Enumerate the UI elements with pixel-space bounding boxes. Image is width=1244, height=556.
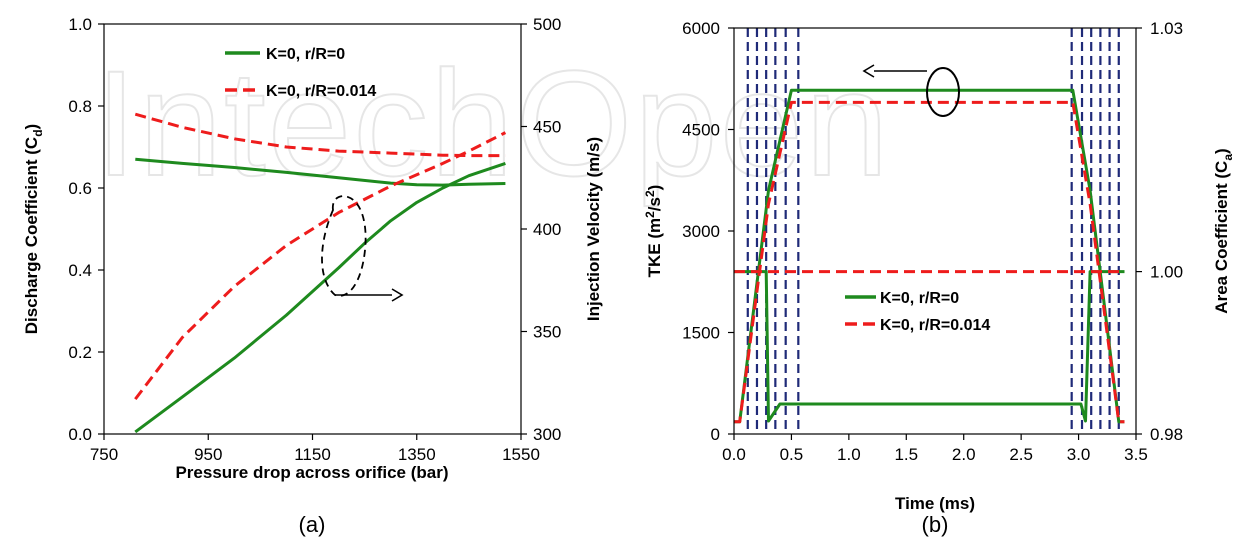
chart-b-xtick-label-4: 2.0 xyxy=(952,445,976,464)
legend-b-label-2: K=0, r/R=0.014 xyxy=(880,317,990,334)
chart-b-xlabel: Time (ms) xyxy=(895,494,975,513)
chart-a-y2tick-label-4: 500 xyxy=(533,15,561,34)
legend-b-label-1: K=0, r/R=0 xyxy=(880,290,959,307)
chart-a-xtick-label-2: 1150 xyxy=(294,445,331,464)
chart-a-y2tick-label-2: 400 xyxy=(533,220,561,239)
chart-a-ytick-label-3: 0.6 xyxy=(68,179,92,198)
chart-b-ylabel: TKE (m2/s2) xyxy=(643,185,664,278)
chart-a-xtick-label-4: 1550 xyxy=(502,445,540,464)
chart-a-xtick-label-3: 1350 xyxy=(398,445,436,464)
ellipse-marker-b xyxy=(926,67,960,117)
ellipse-marker xyxy=(321,195,367,297)
chart-a-ylabel: Discharge Coefficient (Cd) xyxy=(22,124,45,334)
chart-b-y2tick-label-1: 1.00 xyxy=(1150,263,1183,282)
chart-a: 750 950 1150 1350 1550 0.0 0.2 0.4 0.6 0.8 1.0 300 3… xyxy=(22,15,603,537)
chart-b-ytick-label-1: 1500 xyxy=(682,324,720,343)
chart-b-ytick-label-0: 0 xyxy=(711,425,720,444)
chart-a-ytick-label-1: 0.2 xyxy=(68,343,92,362)
chart-b-ytick-label-4: 6000 xyxy=(682,19,720,38)
chart-b-xtick-label-6: 3.0 xyxy=(1067,445,1091,464)
chart-a-y2label: Injection Velocity (m/s) xyxy=(584,137,603,321)
chart-b-y2tick-label-0: 0.98 xyxy=(1150,425,1183,444)
legend-a-label-1: K=0, r/R=0 xyxy=(266,46,345,63)
chart-b-legend: K=0, r/R=0 K=0, r/R=0.014 xyxy=(845,290,990,334)
chart-a-y2tick-label-3: 450 xyxy=(533,118,561,137)
chart-a-xtick-label-1: 950 xyxy=(194,445,222,464)
chart-a-ticks: 750 950 1150 1350 1550 0.0 0.2 0.4 0.6 0.8 1.0 300 3… xyxy=(68,15,561,464)
chart-b-plot-area xyxy=(734,28,1125,434)
arrow-right-head xyxy=(391,288,404,302)
chart-b-series-1-line xyxy=(734,100,1125,424)
chart-b-xtick-label-5: 2.5 xyxy=(1009,445,1033,464)
chart-a-series-3-line xyxy=(134,131,507,401)
chart-b-caption: (b) xyxy=(922,512,949,537)
chart-b-xtick-label-7: 3.5 xyxy=(1124,445,1148,464)
chart-b-xtick-label-0: 0.0 xyxy=(722,445,746,464)
chart-a-y2tick-label-1: 350 xyxy=(533,323,561,342)
chart-b-y2label: Area Coefficient (Ca) xyxy=(1212,148,1235,313)
chart-a-ytick-label-2: 0.4 xyxy=(68,261,92,280)
arrow-left-head xyxy=(862,64,875,78)
chart-b-xtick-label-2: 1.0 xyxy=(837,445,861,464)
chart-b-ytick-label-3: 4500 xyxy=(682,121,720,140)
chart-a-xlabel: Pressure drop across orifice (bar) xyxy=(175,463,448,482)
chart-b-xtick-label-1: 0.5 xyxy=(780,445,804,464)
chart-b-ytick-label-2: 3000 xyxy=(682,222,720,241)
chart-a-ytick-label-4: 0.8 xyxy=(68,97,92,116)
chart-b-xtick-label-3: 1.5 xyxy=(894,445,918,464)
chart-a-annotation xyxy=(321,195,404,302)
chart-a-xtick-label-0: 750 xyxy=(90,445,118,464)
chart-a-y2tick-label-0: 300 xyxy=(533,425,561,444)
chart-b-y2tick-label-2: 1.03 xyxy=(1150,19,1183,38)
legend-a-label-2: K=0, r/R=0.014 xyxy=(266,83,376,100)
chart-a-ytick-label-5: 1.0 xyxy=(68,15,92,34)
chart-b-annotation xyxy=(862,64,960,117)
chart-b: 0.0 0.5 1.0 1.5 2.0 2.5 3.0 3.5 0 1500 3000 4500 600… xyxy=(643,19,1235,537)
chart-b-ticks: 0.0 0.5 1.0 1.5 2.0 2.5 3.0 3.5 0 1500 3000 4500 600… xyxy=(682,19,1183,464)
chart-a-legend: K=0, r/R=0 K=0, r/R=0.014 xyxy=(225,46,376,100)
chart-a-series-0-line xyxy=(135,157,506,187)
chart-a-ytick-label-0: 0.0 xyxy=(68,425,92,444)
watermark: IntechOpen xyxy=(95,39,891,207)
chart-a-caption: (a) xyxy=(299,512,326,537)
